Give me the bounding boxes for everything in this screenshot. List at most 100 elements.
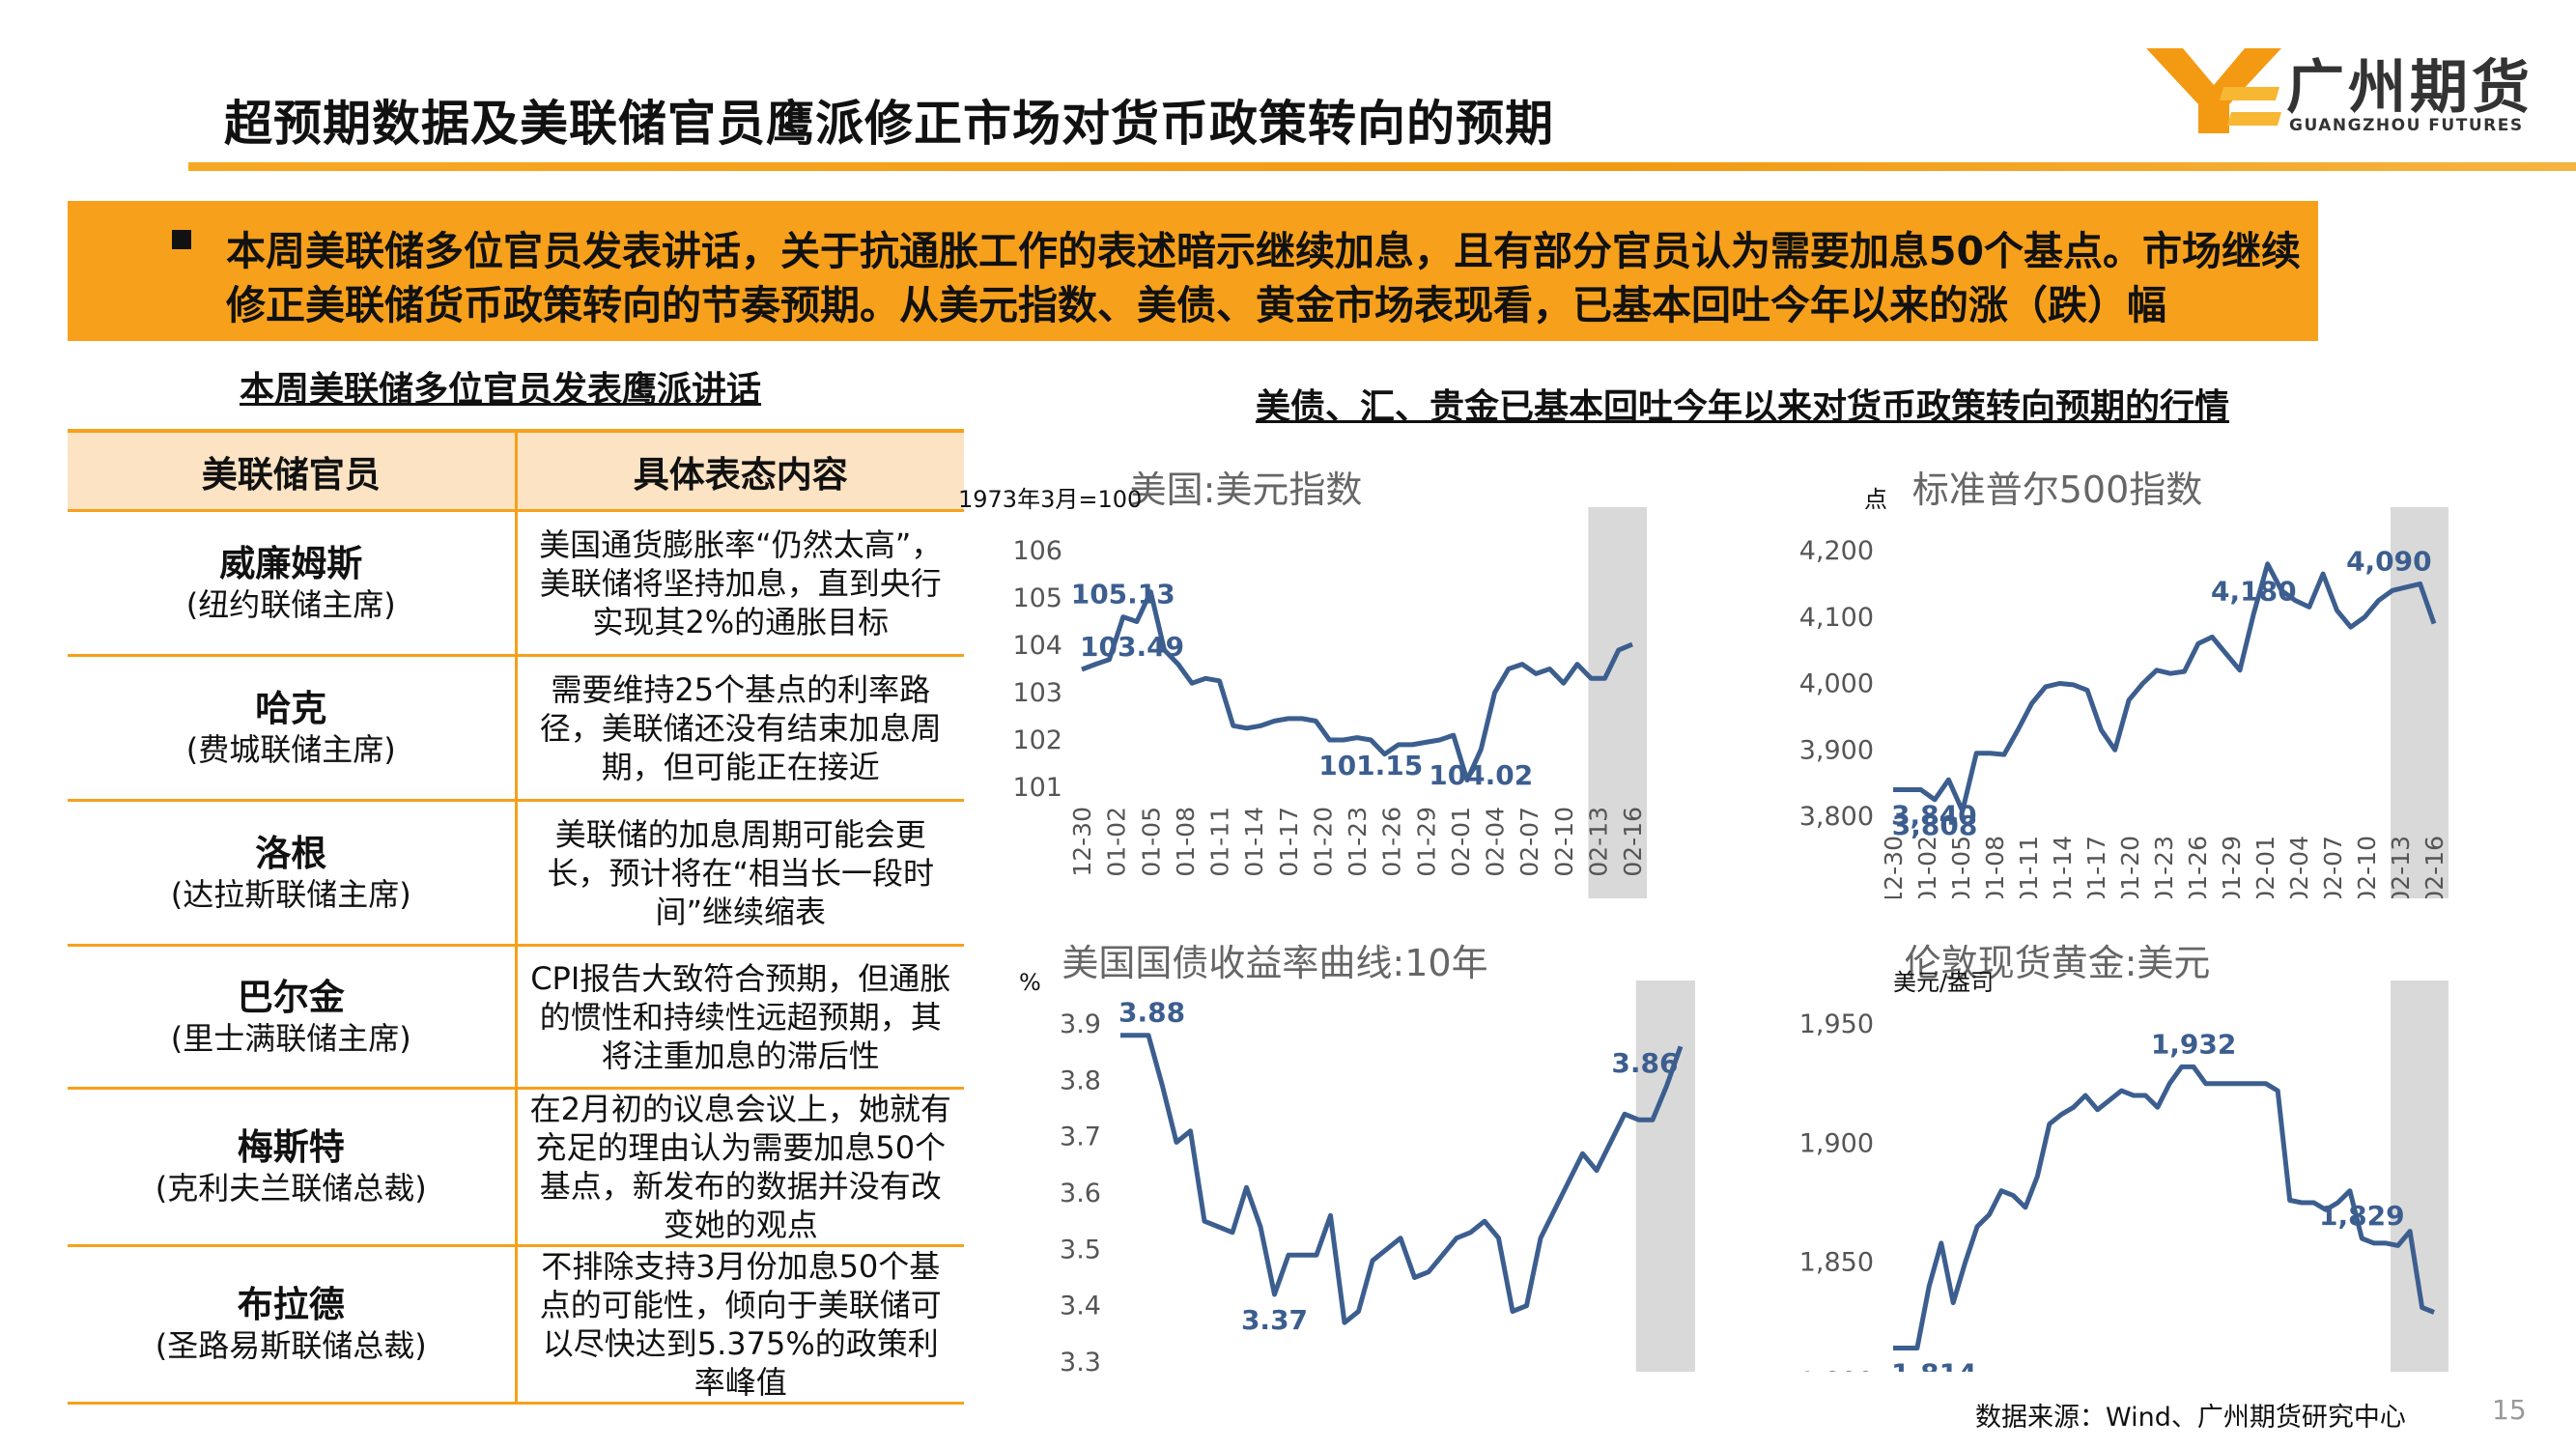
chart-title: 伦敦现货黄金:美元 — [1905, 942, 2211, 984]
x-tick-label: 12-30 — [1068, 807, 1096, 877]
x-tick-label: 01-17 — [2082, 836, 2110, 898]
table-heading: 本周美联储多位官员发表鹰派讲话 — [240, 370, 762, 410]
bullet-icon — [172, 230, 191, 249]
series-line — [1893, 561, 2437, 813]
data-label: 3,840 — [1891, 800, 1977, 832]
y-axis-unit: 1973年3月=100 — [958, 486, 1142, 513]
official-cell: 布拉德 (圣路易斯联储总裁) — [68, 1245, 518, 1405]
series-line — [1893, 1064, 2435, 1350]
official-name: 洛根 — [255, 832, 327, 874]
y-tick-label: 105 — [1012, 583, 1062, 613]
x-tick-label: 01-26 — [1378, 807, 1406, 877]
y-tick-label: 3.7 — [1060, 1122, 1101, 1152]
statement-cell: 不排除支持3月份加息50个基点的可能性，倾向于美联储可以尽快达到5.375%的政… — [516, 1245, 964, 1405]
official-cell: 哈克 (费城联储主席) — [68, 655, 518, 802]
official-name: 梅斯特 — [237, 1126, 345, 1168]
y-axis-unit: 美元/盎司 — [1893, 969, 1994, 996]
y-axis-unit: % — [1019, 969, 1041, 996]
series-line — [1120, 1033, 1684, 1325]
x-tick-label: 01-26 — [2184, 836, 2212, 898]
x-tick-label: 01-29 — [1412, 807, 1440, 877]
highlight-band — [1635, 980, 1695, 1372]
table-row: 梅斯特 (克利夫兰联储总裁) 在2月初的议息会议上，她就有充足的理由认为需要加息5… — [68, 1088, 964, 1247]
column-header-official: 美联储官员 — [68, 429, 518, 512]
statement-cell: 需要维持25个基点的利率路径，美联储还没有结束加息周期，但可能正在接近 — [516, 655, 964, 802]
logo-text: 广州期货 — [2286, 54, 2534, 122]
y-tick-label: 1,900 — [1799, 1128, 1874, 1158]
data-label: 101.15 — [1318, 750, 1423, 781]
chart-gold: 伦敦现货黄金:美元美元/盎司1,8001,8501,9001,95012-300… — [1799, 942, 2449, 1372]
data-source: 数据来源：Wind、广州期货研究中心 — [1975, 1403, 2406, 1433]
banner-line-1: 本周美联储多位官员发表讲话，关于抗通胀工作的表述暗示继续加息，且有部分官员认为需… — [226, 228, 2302, 274]
x-tick-label: 02-01 — [1447, 807, 1475, 877]
data-label: 1,814 — [1891, 1357, 1977, 1372]
y-tick-label: 104 — [1012, 631, 1062, 661]
highlight-band — [2391, 980, 2449, 1372]
x-tick-label: 02-16 — [2420, 836, 2449, 898]
x-tick-label: 02-10 — [1550, 807, 1578, 877]
table-row: 巴尔金 (里士满联储主席) CPI报告大致符合预期，但通胀的惯性和持续性远超预期，… — [68, 945, 964, 1090]
official-cell: 巴尔金 (里士满联储主席) — [68, 945, 518, 1090]
y-tick-label: 102 — [1012, 725, 1062, 755]
x-tick-label: 01-23 — [2150, 836, 2178, 898]
chart-title: 美国:美元指数 — [1130, 469, 1363, 511]
chart-title: 美国国债收益率曲线:10年 — [1062, 942, 1487, 984]
x-tick-label: 01-11 — [1206, 807, 1234, 877]
page-title: 超预期数据及美联储官员鹰派修正市场对货币政策转向的预期 — [224, 96, 1554, 152]
x-tick-label: 01-02 — [1913, 836, 1941, 898]
y-axis-unit: 点 — [1864, 486, 1887, 513]
officials-table: 美联储官员 具体表态内容 威廉姆斯 (纽约联储主席) 美国通货膨胀率“仍然太高”，… — [68, 429, 964, 1405]
x-tick-label: 12-30 — [1880, 836, 1908, 898]
data-label: 3.37 — [1241, 1304, 1308, 1336]
x-tick-label: 01-20 — [1309, 807, 1337, 877]
x-tick-label: 01-11 — [2015, 836, 2043, 898]
official-name: 布拉德 — [237, 1284, 345, 1325]
x-tick-label: 01-14 — [1240, 807, 1268, 877]
y-tick-label: 1,800 — [1799, 1367, 1874, 1372]
x-tick-label: 02-07 — [2319, 836, 2347, 898]
x-tick-label: 02-01 — [2251, 836, 2279, 898]
x-tick-label: 02-13 — [2387, 836, 2415, 898]
banner-line-2: 修正美联储货币政策转向的节奏预期。从美元指数、美债、黄金市场表现看，已基本回吐今… — [226, 282, 2166, 328]
official-position: (达拉斯联储主席) — [170, 875, 411, 913]
data-label: 3.88 — [1118, 997, 1185, 1029]
official-name: 哈克 — [255, 687, 327, 729]
page-number: 15 — [2492, 1394, 2527, 1426]
table-header-row: 美联储官员 具体表态内容 — [68, 429, 964, 512]
y-tick-label: 101 — [1012, 773, 1062, 803]
official-position: (费城联储主席) — [185, 730, 396, 768]
logo-subtext: GUANGZHOU FUTURES — [2289, 116, 2524, 135]
official-position: (圣路易斯联储总裁) — [155, 1327, 427, 1364]
data-label: 1,932 — [2151, 1028, 2237, 1060]
y-tick-label: 3.3 — [1060, 1348, 1101, 1372]
data-label: 3.86 — [1611, 1047, 1678, 1079]
y-tick-label: 3.5 — [1060, 1235, 1101, 1264]
official-name: 威廉姆斯 — [219, 542, 363, 584]
y-tick-label: 3,900 — [1799, 735, 1874, 765]
official-position: (克利夫兰联储总裁) — [155, 1170, 427, 1207]
x-tick-label: 01-14 — [2049, 836, 2077, 898]
x-tick-label: 02-07 — [1515, 807, 1543, 877]
x-tick-label: 02-04 — [1482, 807, 1510, 877]
official-position: (纽约联储主席) — [185, 585, 396, 623]
y-tick-label: 3.8 — [1060, 1065, 1101, 1095]
logo-mark-icon — [2146, 48, 2281, 133]
data-label: 3,808 — [1892, 810, 1978, 841]
table-row: 布拉德 (圣路易斯联储总裁) 不排除支持3月份加息50个基点的可能性，倾向于美联储… — [68, 1245, 964, 1405]
official-name: 巴尔金 — [237, 976, 345, 1018]
x-tick-label: 02-04 — [2285, 836, 2313, 898]
title-underline — [188, 162, 2576, 171]
data-label: 4,090 — [2346, 545, 2432, 577]
y-tick-label: 106 — [1012, 536, 1062, 566]
data-label: 103.49 — [1080, 631, 1184, 663]
statement-cell: 在2月初的议息会议上，她就有充足的理由认为需要加息50个基点，新发布的数据并没有… — [516, 1088, 964, 1247]
highlight-band — [1588, 507, 1647, 898]
y-tick-label: 3,800 — [1799, 802, 1874, 832]
official-cell: 威廉姆斯 (纽约联储主席) — [68, 510, 518, 657]
y-tick-label: 4,200 — [1799, 536, 1874, 566]
data-label: 105.13 — [1071, 579, 1175, 611]
chart-us10y: 美国国债收益率曲线:10年%3.33.43.53.63.73.83.912-30… — [1019, 942, 1695, 1372]
charts-heading: 美债、汇、贵金已基本回吐今年以来对货币政策转向预期的行情 — [1256, 387, 2230, 427]
table-row: 威廉姆斯 (纽约联储主席) 美国通货膨胀率“仍然太高”，美联储将坚持加息，直到央行… — [68, 510, 964, 657]
